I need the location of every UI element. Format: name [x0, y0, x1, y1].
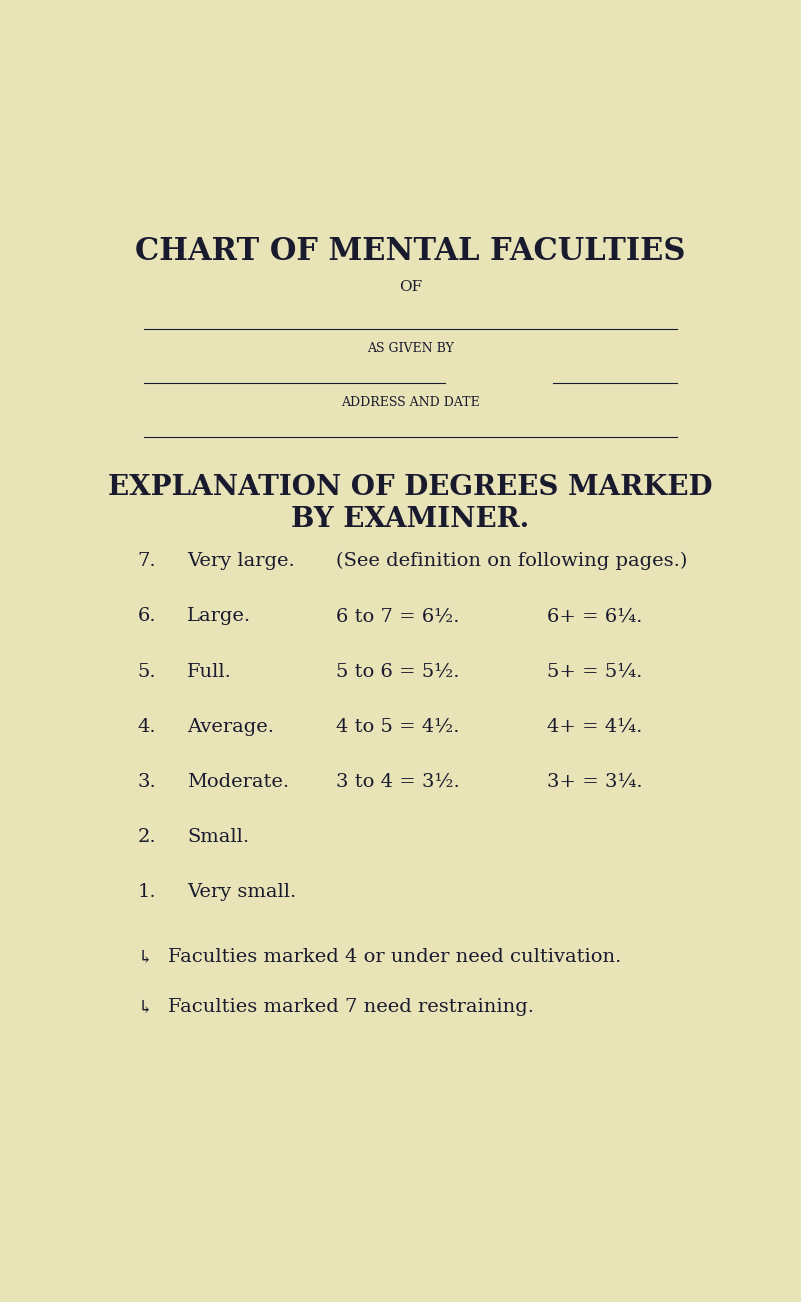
Text: 7.: 7.	[137, 552, 156, 570]
Text: 2.: 2.	[137, 828, 156, 846]
Text: 3 to 4 = 3½.: 3 to 4 = 3½.	[336, 773, 460, 790]
Text: ↳: ↳	[137, 948, 152, 966]
Text: 3+ = 3¼.: 3+ = 3¼.	[547, 773, 642, 790]
Text: Large.: Large.	[187, 608, 252, 625]
Text: 1.: 1.	[137, 883, 156, 901]
Text: 6.: 6.	[137, 608, 156, 625]
Text: Faculties marked 4 or under need cultivation.: Faculties marked 4 or under need cultiva…	[168, 948, 622, 966]
Text: OF: OF	[399, 280, 422, 293]
Text: 4 to 5 = 4½.: 4 to 5 = 4½.	[336, 717, 460, 736]
Text: CHART OF MENTAL FACULTIES: CHART OF MENTAL FACULTIES	[135, 236, 686, 267]
Text: 5+ = 5¼.: 5+ = 5¼.	[547, 663, 642, 681]
Text: EXPLANATION OF DEGREES MARKED: EXPLANATION OF DEGREES MARKED	[108, 474, 713, 500]
Text: AS GIVEN BY: AS GIVEN BY	[367, 342, 454, 355]
Text: 6+ = 6¼.: 6+ = 6¼.	[547, 608, 642, 625]
Text: ADDRESS AND DATE: ADDRESS AND DATE	[341, 396, 480, 409]
Text: (See definition on following pages.): (See definition on following pages.)	[336, 552, 687, 570]
Text: 4+ = 4¼.: 4+ = 4¼.	[547, 717, 642, 736]
Text: 5 to 6 = 5½.: 5 to 6 = 5½.	[336, 663, 460, 681]
Text: Faculties marked 7 need restraining.: Faculties marked 7 need restraining.	[168, 999, 534, 1017]
Text: Small.: Small.	[187, 828, 249, 846]
Text: 3.: 3.	[137, 773, 156, 790]
Text: Very small.: Very small.	[187, 883, 296, 901]
Text: 6 to 7 = 6½.: 6 to 7 = 6½.	[336, 608, 460, 625]
Text: BY EXAMINER.: BY EXAMINER.	[292, 505, 529, 533]
Text: Average.: Average.	[187, 717, 274, 736]
Text: 4.: 4.	[137, 717, 156, 736]
Text: Moderate.: Moderate.	[187, 773, 289, 790]
Text: ↳: ↳	[137, 999, 152, 1017]
Text: 5.: 5.	[137, 663, 156, 681]
Text: Full.: Full.	[187, 663, 232, 681]
Text: Very large.: Very large.	[187, 552, 295, 570]
